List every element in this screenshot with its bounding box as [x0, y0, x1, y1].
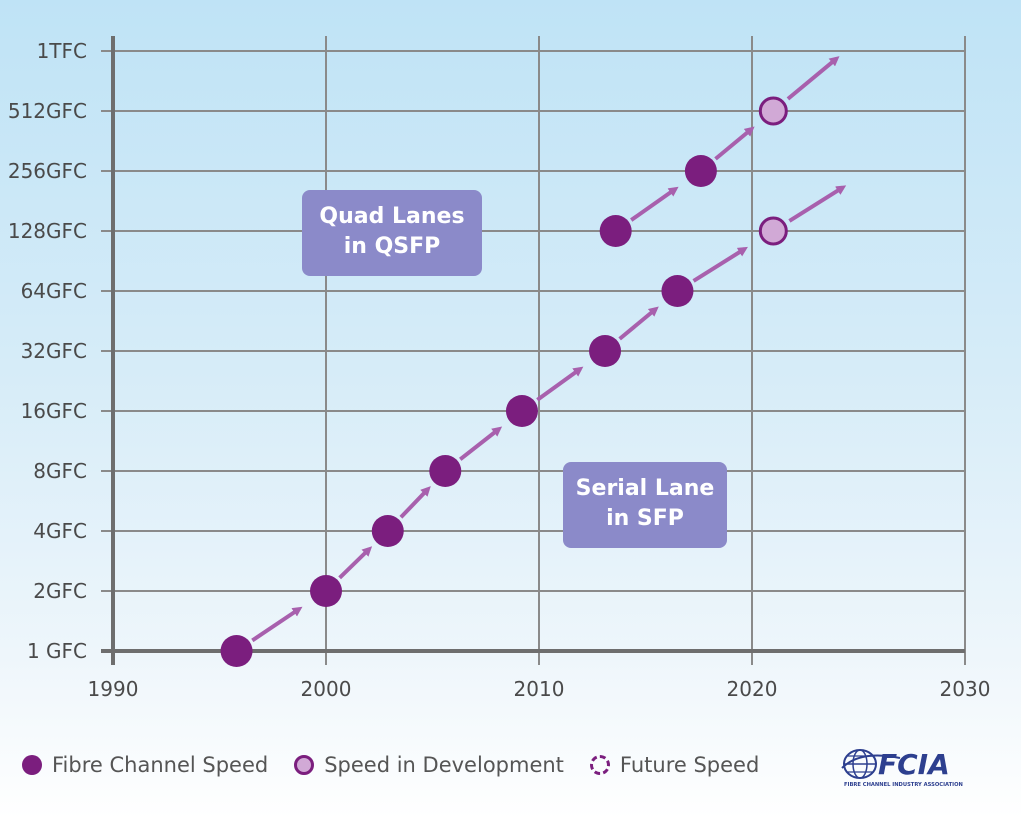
logo-wordmark: FCIA	[878, 748, 950, 781]
trend-arrow	[459, 426, 503, 461]
data-point-speed	[429, 455, 462, 487]
legend: Fibre Channel Speed Speed in Development…	[22, 748, 785, 782]
callout-serial-line2: in SFP	[606, 506, 684, 531]
data-point-speed	[589, 335, 622, 367]
callout-quad-line2: in QSFP	[343, 234, 441, 259]
trend-arrow	[338, 546, 373, 580]
tick-labels: 1 GFC 2GFC 4GFC 8GFC 16GFC 32GFC 64GFC 128GFC 25…	[8, 39, 991, 701]
x-tick-label: 2000	[301, 677, 352, 701]
y-tick-label: 256GFC	[8, 159, 87, 183]
legend-label: Speed in Development	[324, 753, 564, 777]
chart: 1 GFC 2GFC 4GFC 8GFC 16GFC 32GFC 64GFC 128GFC 25…	[8, 36, 991, 701]
logo-tagline: FIBRE CHANNEL INDUSTRY ASSOCIATION	[844, 782, 963, 788]
data-point-speed	[684, 155, 717, 187]
y-tick-label: 128GFC	[8, 219, 87, 243]
data-point-speed	[310, 575, 342, 607]
legend-item-future-speed: Future Speed	[589, 753, 760, 777]
x-tick-label: 2010	[514, 677, 565, 701]
data-point-speed	[371, 515, 404, 547]
trend-arrow	[692, 246, 748, 283]
legend-label: Future Speed	[619, 753, 760, 777]
x-tick-label: 2020	[727, 677, 778, 701]
y-tick-label: 4GFC	[33, 519, 87, 543]
fcia-logo: FCIA FIBRE CHANNEL INDUSTRY ASSOCIATION	[840, 742, 980, 790]
trend-arrow	[251, 606, 303, 643]
trend-arrow	[630, 186, 679, 222]
legend-swatch-filled-dot	[22, 755, 42, 775]
legend-item-speed-in-development: Speed in Development	[294, 753, 564, 777]
data-point-in-development	[758, 216, 788, 246]
legend-item-fibre-channel-speed: Fibre Channel Speed	[22, 753, 268, 777]
y-tick-label: 2GFC	[33, 579, 87, 603]
trend-arrow	[618, 306, 659, 341]
legend-swatch-dashed-dot	[589, 755, 610, 775]
y-tick-label: 1 GFC	[27, 639, 87, 663]
callout-serial-lane: Serial Lane in SFP	[563, 462, 727, 548]
y-tick-label: 8GFC	[33, 459, 87, 483]
trend-arrows	[251, 56, 847, 643]
trend-arrow	[786, 56, 840, 101]
data-points	[220, 96, 788, 667]
data-point-speed	[599, 215, 632, 247]
data-point-speed	[661, 275, 694, 307]
data-point-in-development	[758, 96, 788, 126]
trend-arrow	[714, 126, 755, 161]
y-tick-label: 64GFC	[21, 279, 87, 303]
trend-arrow	[399, 486, 431, 519]
trend-arrow	[788, 185, 847, 223]
y-tick-label: 1TFC	[37, 39, 87, 63]
y-tick-label: 512GFC	[8, 99, 87, 123]
grid	[101, 36, 966, 665]
x-tick-label: 1990	[88, 677, 139, 701]
y-tick-label: 32GFC	[21, 339, 87, 363]
legend-swatch-outlined-dot	[294, 755, 315, 775]
y-tick-label: 16GFC	[21, 399, 87, 423]
trend-arrow	[536, 366, 584, 402]
callout-quad-lanes: Quad Lanes in QSFP	[302, 190, 482, 276]
data-point-speed	[505, 395, 538, 427]
legend-label: Fibre Channel Speed	[52, 753, 269, 777]
globe-icon: FCIA FIBRE CHANNEL INDUSTRY ASSOCIATION	[841, 748, 963, 788]
callout-serial-line1: Serial Lane	[575, 476, 715, 501]
x-tick-label: 2030	[940, 677, 991, 701]
callout-quad-line1: Quad Lanes	[319, 204, 465, 229]
data-point-speed	[220, 635, 253, 667]
